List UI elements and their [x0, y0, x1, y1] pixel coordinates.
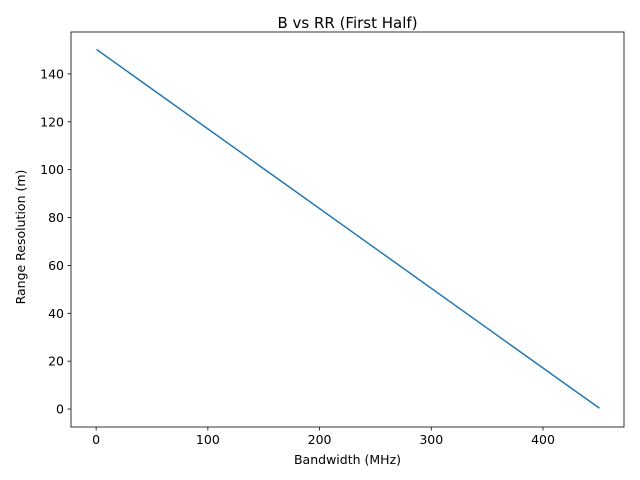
x-tick-label: 100 — [196, 432, 220, 447]
x-tick-label: 0 — [92, 432, 100, 447]
x-axis-label: Bandwidth (MHz) — [294, 452, 401, 467]
x-axis: 0 100 200 300 400 — [92, 427, 555, 447]
y-tick-label: 100 — [40, 162, 64, 177]
chart-title: B vs RR (First Half) — [277, 14, 417, 32]
plot-frame — [70, 31, 625, 428]
x-tick-label: 400 — [531, 432, 555, 447]
plot-content — [96, 48, 600, 409]
y-tick-label: 20 — [48, 354, 64, 369]
y-tick-label: 60 — [48, 258, 64, 273]
y-tick-label: 80 — [48, 210, 64, 225]
y-tick-label: 140 — [40, 66, 64, 81]
y-tick-label: 40 — [48, 306, 64, 321]
y-tick-label: 120 — [40, 114, 64, 129]
x-tick-label: 200 — [308, 432, 332, 447]
x-tick-label: 300 — [419, 432, 443, 447]
y-tick-label: 0 — [56, 402, 64, 417]
series-line-1 — [96, 48, 600, 409]
y-axis-label: Range Resolution (m) — [13, 170, 28, 305]
y-axis: 0 20 40 60 80 100 120 140 — [40, 66, 71, 417]
